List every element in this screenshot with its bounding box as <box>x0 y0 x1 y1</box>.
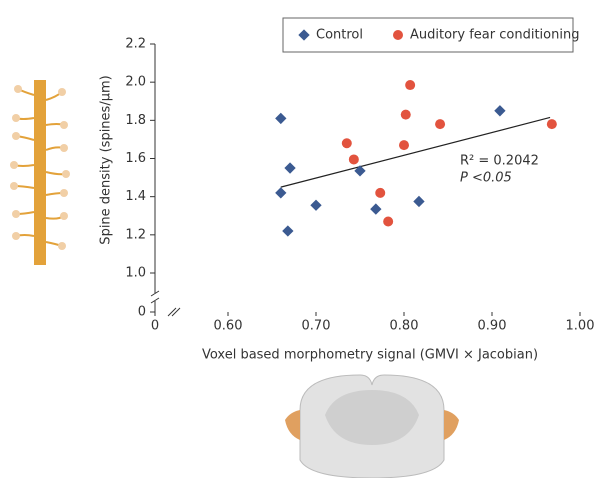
data-point <box>546 119 557 130</box>
data-point <box>310 199 322 211</box>
legend-label: Control <box>316 28 363 43</box>
data-point <box>400 109 411 120</box>
legend-label: Auditory fear conditioning <box>410 28 579 43</box>
x-tick-label: 0.80 <box>390 319 419 334</box>
y-tick-label: 1.6 <box>125 151 146 166</box>
data-point <box>413 195 425 208</box>
x-tick-label: 0.90 <box>478 319 507 334</box>
trend-line <box>280 116 551 188</box>
y-tick-label: 0 <box>138 305 146 320</box>
data-point <box>341 138 352 149</box>
brain-illustration <box>285 374 459 479</box>
data-point <box>494 105 506 117</box>
y-tick-label: 2.2 <box>125 37 146 52</box>
axis-break <box>167 307 177 317</box>
y-axis-label: Spine density (spines/µm) <box>99 75 114 244</box>
data-point <box>348 154 359 165</box>
x-axis-label: Voxel based morphometry signal (GMVI × J… <box>202 348 538 363</box>
data-point <box>354 165 366 177</box>
data-point <box>375 187 386 198</box>
data-point <box>284 162 296 174</box>
x-tick-label: 1.00 <box>566 319 595 334</box>
data-point <box>435 119 446 130</box>
data-point <box>370 203 382 215</box>
data-point <box>282 225 294 237</box>
x-tick-label: 0 <box>151 319 159 334</box>
x-tick-label: 0.60 <box>214 319 243 334</box>
axis-break <box>150 297 160 304</box>
y-tick-label: 1.2 <box>125 227 146 242</box>
y-tick-label: 2.0 <box>125 75 146 90</box>
axis-break <box>150 290 160 297</box>
x-tick-label: 0.70 <box>302 319 331 334</box>
data-point <box>383 216 394 227</box>
data-point <box>405 80 416 91</box>
dendrite-illustration <box>10 80 70 265</box>
y-tick-label: 1.0 <box>125 266 146 281</box>
axis-break <box>171 307 181 317</box>
annotation: P <0.05 <box>460 171 512 186</box>
data-point <box>275 112 287 125</box>
y-tick-label: 1.8 <box>125 113 146 128</box>
annotation: R² = 0.2042 <box>460 154 539 169</box>
y-tick-label: 1.4 <box>125 189 146 204</box>
data-point <box>399 140 409 151</box>
legend-marker <box>393 30 403 40</box>
legend-box <box>282 17 574 53</box>
data-point <box>275 187 287 199</box>
